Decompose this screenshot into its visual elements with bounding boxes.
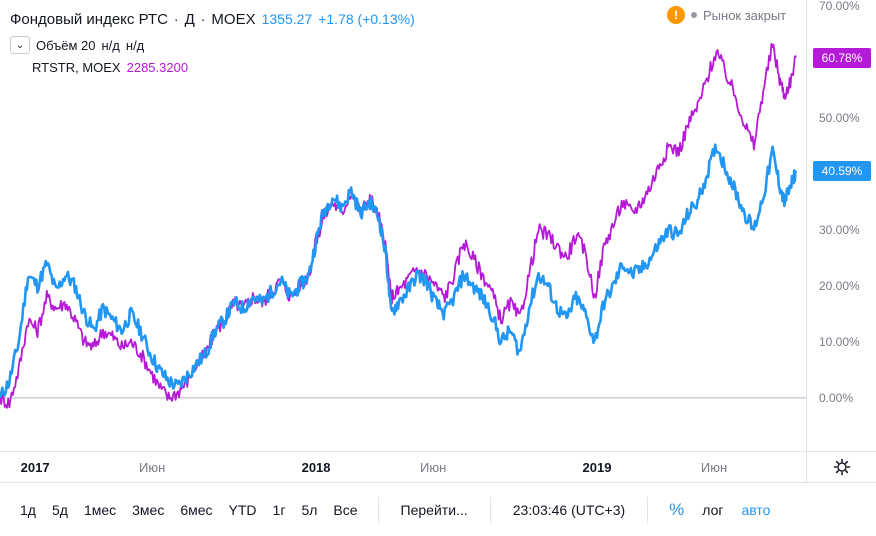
y-tick-label: 10.00% <box>819 334 860 349</box>
status-dot-icon <box>691 12 697 18</box>
chart-settings-button[interactable] <box>806 451 876 482</box>
last-price: 1355.27 <box>261 11 313 27</box>
collapse-legend-button[interactable]: ⌄ <box>10 36 30 54</box>
percent-scale-toggle[interactable]: % <box>669 499 685 519</box>
volume-study-value: н/д <box>101 37 120 53</box>
exchange-label: MOEX <box>211 10 256 28</box>
compare-symbol-label[interactable]: RTSTR, MOEX <box>32 60 121 75</box>
y-tick-label: 70.00% <box>819 0 860 13</box>
toolbar-divider <box>489 496 491 523</box>
range-button[interactable]: 3мес <box>132 501 165 518</box>
range-button[interactable]: Все <box>333 501 358 518</box>
x-tick-year: 2018 <box>301 460 331 475</box>
range-button[interactable]: YTD <box>228 501 257 518</box>
x-tick-month: Июн <box>139 460 166 475</box>
y-tick-label: 20.00% <box>819 278 860 293</box>
price-change: +1.78 (+0.13%) <box>318 11 415 27</box>
rtstr-compare-line[interactable] <box>0 42 797 409</box>
market-status[interactable]: ! Рынок закрыт <box>667 6 786 24</box>
date-range-group: 1д 5д 1мес 3мес 6мес YTD 1г 5л Все <box>0 502 366 518</box>
range-button[interactable]: 1г <box>272 501 286 518</box>
goto-date-button[interactable]: Перейти... <box>400 501 468 518</box>
chart-pane[interactable]: Фондовый индекс РТС · Д · MOEX 1355.27 +… <box>0 0 806 451</box>
warning-icon[interactable]: ! <box>667 6 685 24</box>
x-tick-month: Июн <box>700 460 728 475</box>
rts-last-value-badge: 40.59% <box>813 160 871 181</box>
log-scale-toggle[interactable]: лог <box>702 501 724 518</box>
y-tick-label: 50.00% <box>819 110 860 125</box>
range-button[interactable]: 1мес <box>83 501 117 518</box>
y-tick-label: 30.00% <box>819 222 860 237</box>
rts-index-line[interactable] <box>0 143 798 399</box>
time-scale[interactable]: 2017 Июн 2018 Июн 2019 Июн <box>0 451 806 482</box>
range-button[interactable]: 5л <box>301 501 318 518</box>
price-chart[interactable] <box>0 0 806 451</box>
x-tick-year: 2019 <box>582 460 612 475</box>
toolbar-divider <box>377 496 379 523</box>
price-scale[interactable]: 70.00%60.00%50.00%40.00%30.00%20.00%10.0… <box>806 0 876 451</box>
y-tick-label: 0.00% <box>819 390 854 405</box>
x-tick-month: Июн <box>419 460 447 475</box>
range-button[interactable]: 5д <box>51 501 68 518</box>
legend-separator: · <box>173 11 179 27</box>
compare-symbol-value: 2285.3200 <box>126 60 189 75</box>
interval-label[interactable]: Д <box>184 10 195 28</box>
chevron-down-icon: ⌄ <box>15 39 25 51</box>
bottom-toolbar: 1д 5д 1мес 3мес 6мес YTD 1г 5л Все Перейти... 23… <box>0 482 876 536</box>
gear-icon <box>833 458 851 476</box>
range-button[interactable]: 6мес <box>180 501 213 518</box>
volume-study-label[interactable]: Объём 20 <box>36 37 96 53</box>
toolbar-divider <box>647 496 649 523</box>
timezone-clock[interactable]: 23:03:46 (UTC+3) <box>512 501 626 518</box>
legend-separator: · <box>200 11 206 27</box>
range-button[interactable]: 1д <box>20 501 36 518</box>
symbol-title[interactable]: Фондовый индекс РТС <box>10 10 168 28</box>
chart-legend: Фондовый индекс РТС · Д · MOEX 1355.27 +… <box>10 8 415 75</box>
auto-scale-toggle[interactable]: авто <box>741 501 771 518</box>
volume-study-value: н/д <box>125 37 145 53</box>
x-tick-year: 2017 <box>20 460 50 475</box>
rtstr-last-value-badge: 60.78% <box>813 47 871 68</box>
market-status-label: Рынок закрыт <box>703 7 787 23</box>
